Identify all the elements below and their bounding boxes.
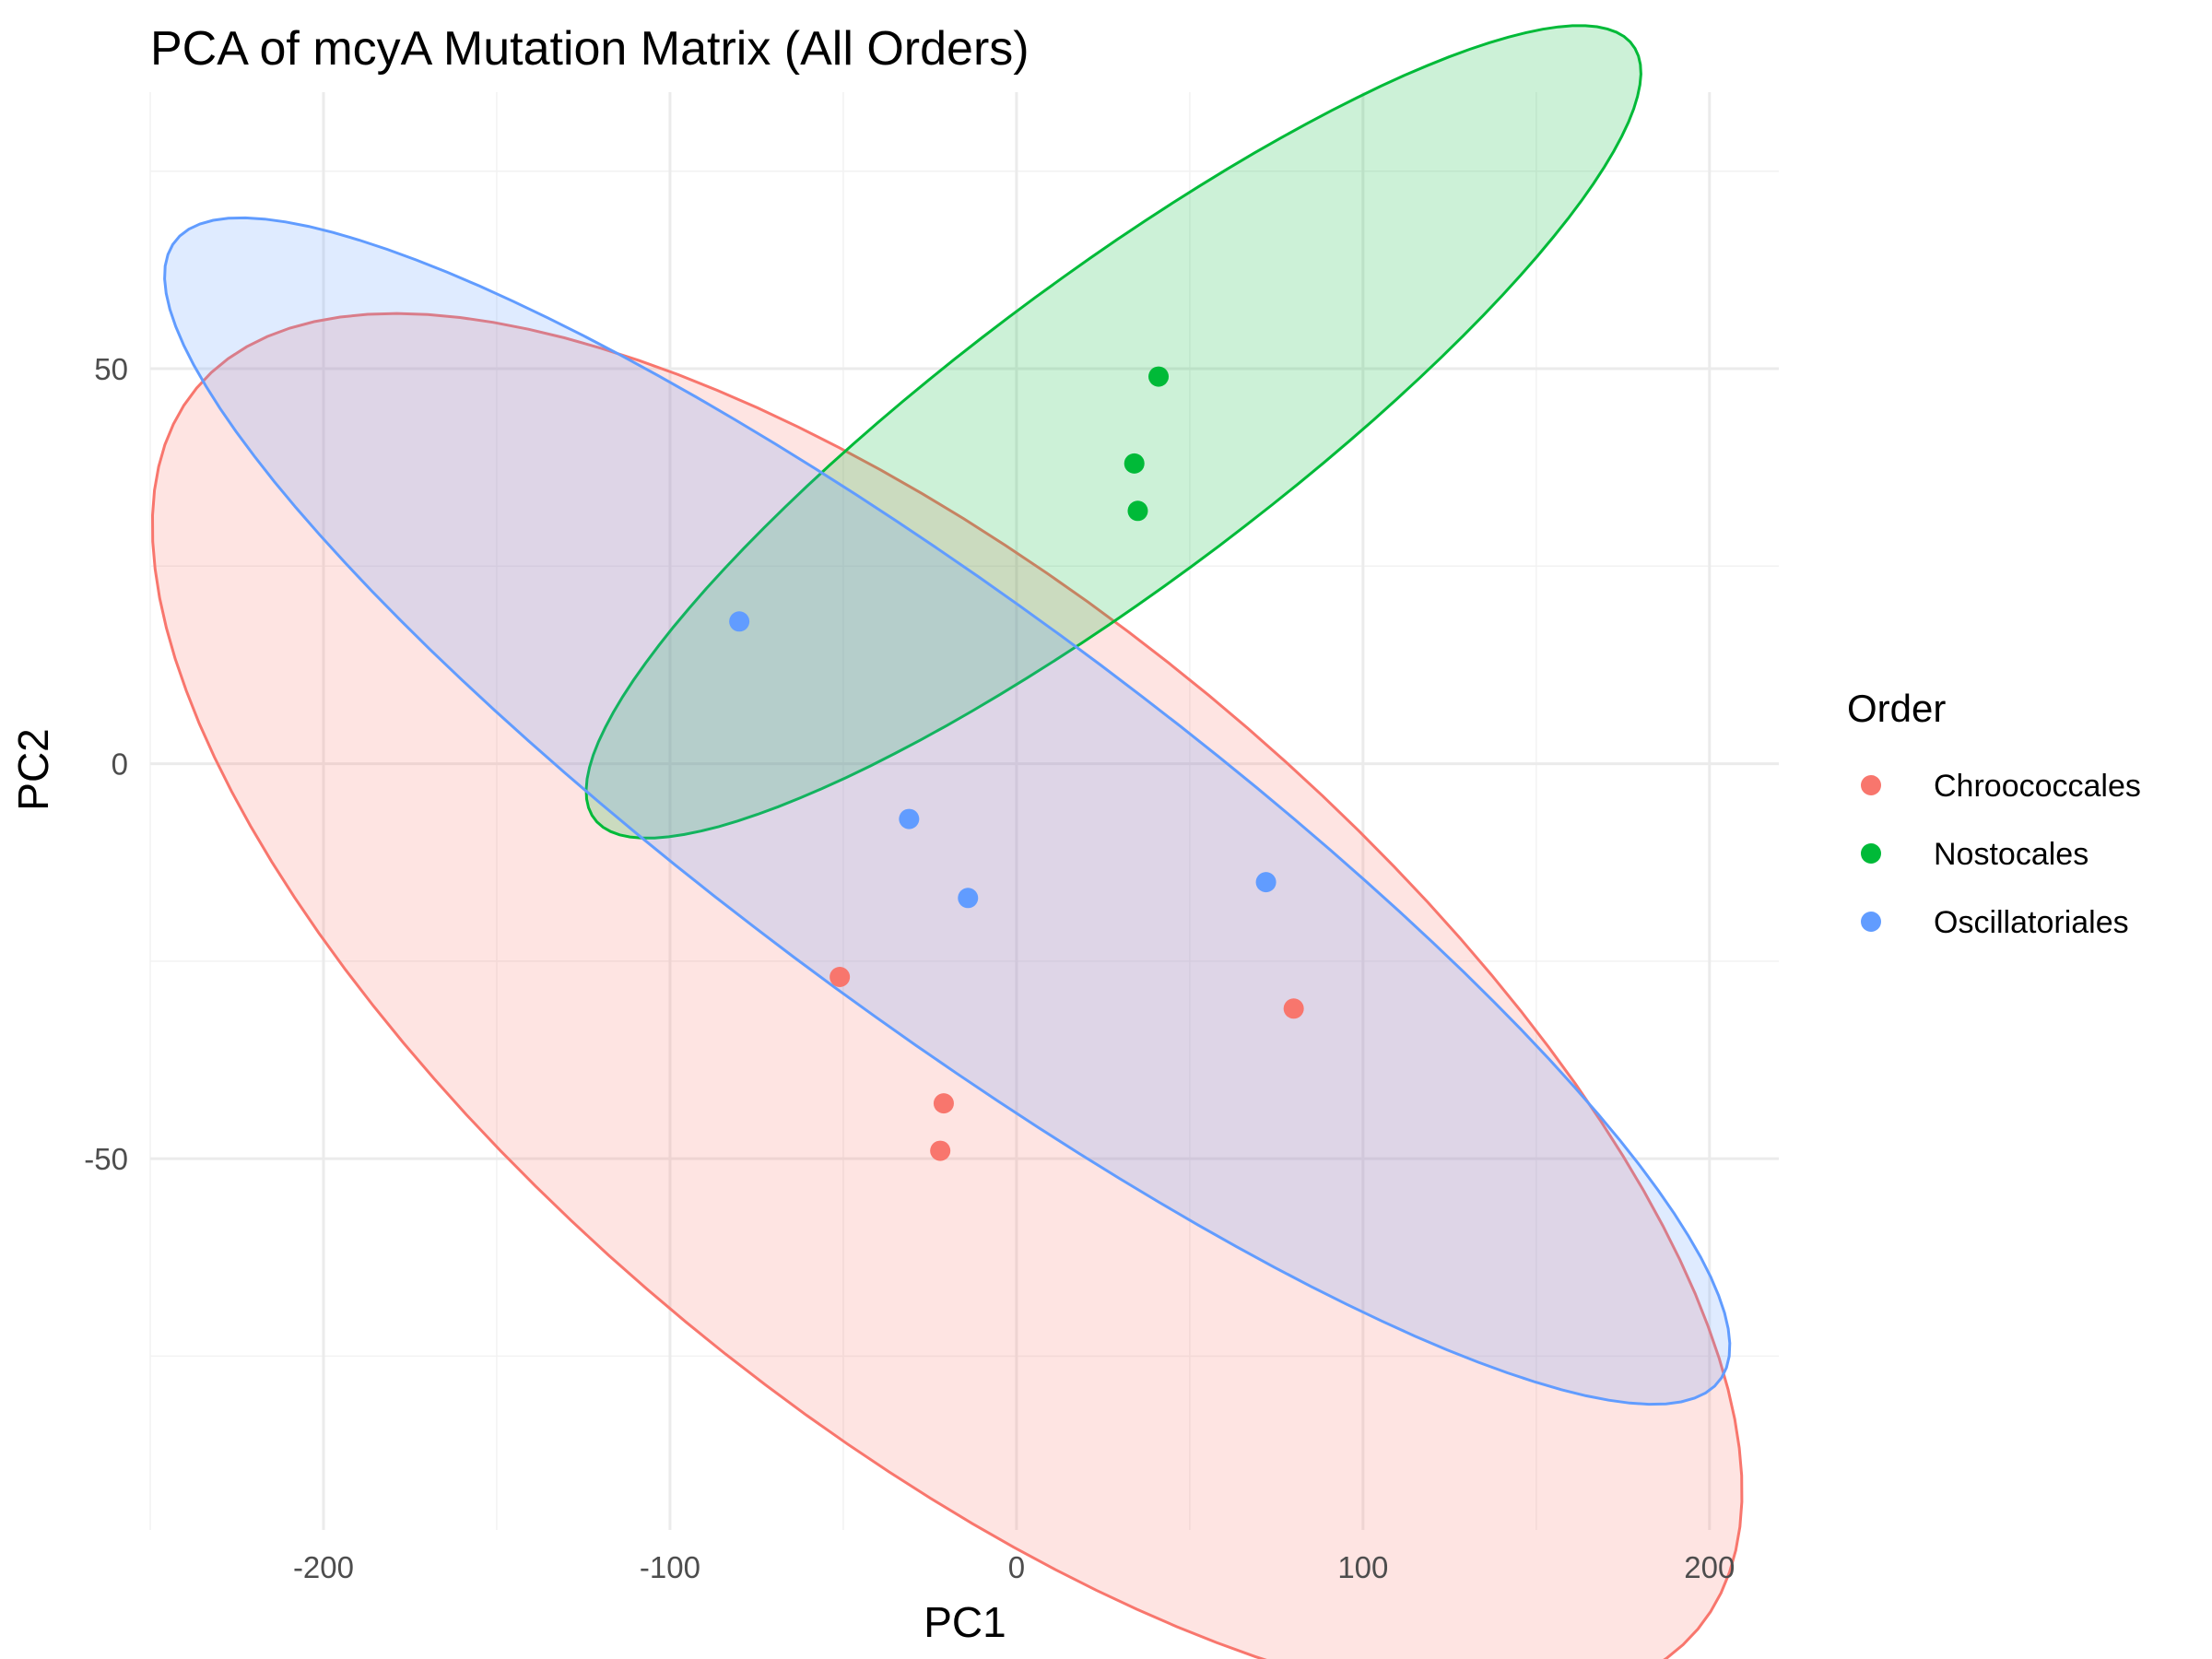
legend-label-oscillatoriales: Oscillatoriales bbox=[1934, 905, 2129, 940]
point-oscillatoriales bbox=[958, 888, 979, 909]
x-tick-label: -100 bbox=[640, 1550, 700, 1584]
point-nostocales bbox=[1148, 366, 1170, 387]
point-nostocales bbox=[1124, 453, 1145, 474]
legend: Order Chroococcales Nostocales Oscillatori… bbox=[1847, 687, 2141, 940]
ellipse-nostocales bbox=[584, 24, 1642, 840]
point-oscillatoriales bbox=[729, 611, 750, 632]
legend-key-chroococcales bbox=[1861, 775, 1881, 795]
x-tick-label: -200 bbox=[293, 1550, 354, 1584]
legend-label-nostocales: Nostocales bbox=[1934, 837, 2088, 872]
y-tick-label: 50 bbox=[94, 352, 128, 386]
legend-items: Chroococcales Nostocales Oscillatoriales bbox=[1861, 769, 2141, 940]
point-nostocales bbox=[1127, 500, 1148, 522]
data-points bbox=[729, 366, 1304, 1161]
point-chroococcales bbox=[933, 1093, 954, 1114]
point-chroococcales bbox=[930, 1140, 951, 1161]
x-axis-title: PC1 bbox=[924, 1598, 1006, 1646]
x-tick-label: 200 bbox=[1684, 1550, 1735, 1584]
x-axis-ticks: -200 -100 0 100 200 bbox=[293, 1550, 1735, 1584]
point-chroococcales bbox=[830, 967, 851, 987]
point-chroococcales bbox=[1283, 998, 1304, 1019]
point-oscillatoriales bbox=[899, 808, 920, 830]
grid bbox=[149, 92, 1779, 1530]
x-tick-label: 100 bbox=[1337, 1550, 1388, 1584]
point-oscillatoriales bbox=[1255, 872, 1277, 893]
y-tick-label: -50 bbox=[84, 1142, 128, 1176]
y-axis-title: PC2 bbox=[9, 728, 57, 810]
chart-title: PCA of mcyA Mutation Matrix (All Orders) bbox=[150, 22, 1030, 76]
x-tick-label: 0 bbox=[1008, 1550, 1025, 1584]
legend-key-oscillatoriales bbox=[1861, 912, 1881, 932]
legend-key-nostocales bbox=[1861, 843, 1881, 864]
legend-label-chroococcales: Chroococcales bbox=[1934, 769, 2141, 804]
ellipse-oscillatoriales bbox=[163, 216, 1732, 1406]
legend-title: Order bbox=[1847, 687, 1946, 730]
confidence-ellipses bbox=[150, 24, 1744, 1659]
ellipse-chroococcales bbox=[150, 312, 1744, 1659]
y-axis-ticks: -50 0 50 bbox=[84, 352, 128, 1176]
y-tick-label: 0 bbox=[112, 747, 128, 782]
